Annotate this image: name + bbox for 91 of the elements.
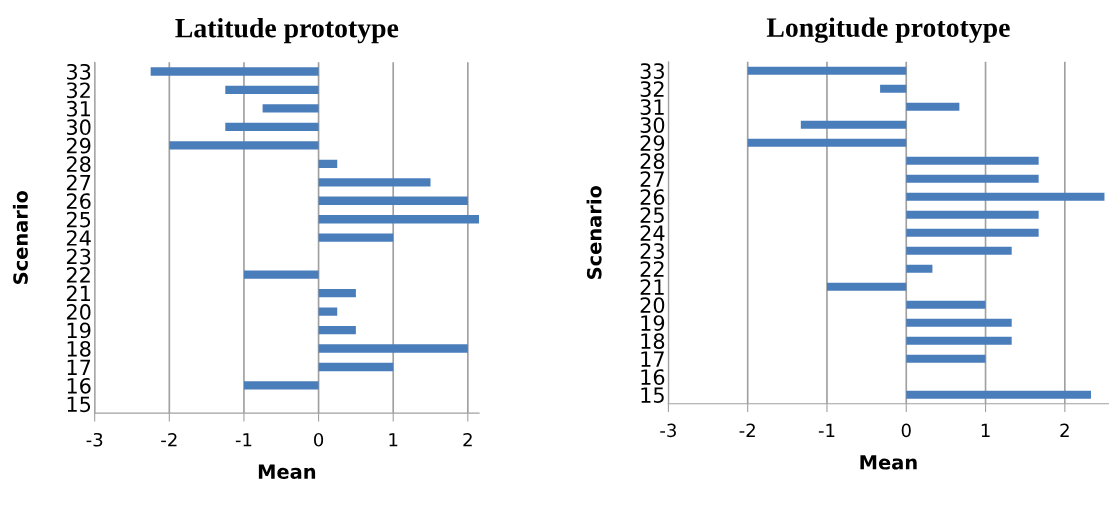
bar [906,264,933,273]
y-tick-label: 21 [66,285,90,302]
y-tick-label: 28 [66,156,91,173]
bar [318,178,431,187]
bar [318,288,356,298]
y-tick-label: 18 [67,340,91,357]
bar [318,307,338,316]
x-tick-label: -3 [86,432,103,447]
y-tick-label: 29 [640,135,665,151]
y-axis-title: Scenario [12,190,28,284]
bar [225,122,319,132]
y-tick-label: 23 [640,243,664,259]
x-tick-label: -3 [660,423,676,438]
y-tick-label: 33 [640,63,664,79]
bar [906,156,1039,165]
bar [906,300,986,309]
x-tick-label: -2 [739,423,755,437]
y-tick-label: 29 [66,137,91,154]
x-tick-label: -2 [161,432,177,447]
chart-title: Longitude prototype [766,17,1010,43]
bar [225,85,319,95]
x-tick-label: 0 [901,423,911,438]
y-tick-label: 32 [66,82,90,99]
y-tick-label: 25 [66,211,91,228]
y-tick-label: 31 [66,100,90,117]
y-tick-label: 20 [66,304,91,320]
y-tick-label: 17 [641,351,664,367]
y-tick-label: 16 [641,369,665,385]
bar [318,196,468,205]
bar [150,67,319,76]
x-tick-label: 1 [981,423,990,437]
bar [243,381,319,390]
x-tick-label: -1 [818,423,835,437]
x-tick-label: 2 [1060,423,1069,437]
y-axis-title: Scenario [586,185,602,279]
bar [906,102,960,111]
x-tick-label: 2 [463,432,472,447]
bar [906,246,1012,255]
y-tick-label: 24 [66,230,91,246]
bar [169,141,319,150]
y-tick-label: 22 [66,267,90,283]
bar [906,228,1039,237]
y-tick-label: 25 [640,207,664,223]
bar [318,325,356,335]
x-tick-label: 0 [314,432,324,447]
y-tick-label: 27 [640,171,664,187]
x-axis-title: Mean [258,464,316,480]
y-tick-label: 19 [67,322,91,339]
y-tick-label: 32 [640,81,664,97]
y-tick-label: 21 [640,279,664,295]
x-tick-label: -1 [235,433,252,447]
y-tick-label: 19 [641,315,665,331]
bar [906,192,1105,201]
bar [318,159,338,168]
y-tick-label: 17 [67,359,91,375]
bar [243,270,319,279]
bar [906,354,986,363]
y-tick-label: 33 [66,63,91,80]
y-tick-label: 26 [640,189,665,205]
bar [318,344,468,353]
bar [906,210,1039,219]
bar [747,138,907,147]
x-axis-title: Mean [860,455,917,470]
y-tick-label: 15 [67,396,91,413]
y-tick-label: 30 [640,117,665,133]
y-tick-label: 20 [640,297,665,313]
chart-title: Latitude prototype [175,17,399,44]
bar [262,104,319,113]
y-tick-label: 27 [66,174,91,191]
bar [880,84,907,93]
y-tick-label: 24 [640,225,665,241]
y-tick-label: 18 [641,333,665,349]
x-tick-label: 1 [389,433,398,447]
y-tick-label: 30 [66,119,91,136]
y-tick-label: 23 [66,248,91,265]
bar [906,390,1091,399]
bar [906,336,1012,345]
bar [318,233,394,242]
y-tick-label: 28 [640,153,665,169]
bar [906,318,1012,327]
bar [318,362,394,372]
bar [318,215,480,224]
bar [800,120,907,129]
y-tick-label: 15 [641,387,664,403]
y-tick-label: 26 [66,193,91,209]
y-tick-label: 31 [640,99,664,115]
y-tick-label: 22 [640,261,664,277]
y-tick-label: 16 [67,377,91,394]
bar [906,174,1039,183]
bar [747,66,907,75]
bar [826,282,907,291]
